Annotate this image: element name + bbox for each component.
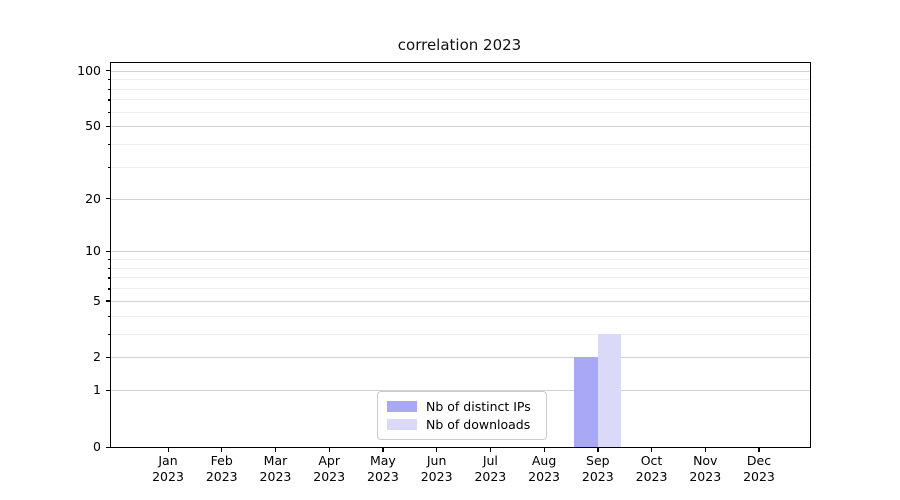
x-tick-label: Jan 2023 bbox=[152, 453, 184, 484]
y-tick-mark bbox=[106, 356, 111, 359]
x-tick-mark bbox=[436, 447, 438, 452]
y-minor-tick-mark bbox=[108, 167, 111, 169]
y-minor-tick-mark bbox=[108, 288, 111, 290]
y-gridline-minor bbox=[111, 99, 810, 101]
y-tick-label: 0 bbox=[93, 439, 101, 454]
y-tick-mark bbox=[106, 125, 111, 128]
y-tick-label: 20 bbox=[85, 190, 101, 206]
y-minor-tick-mark bbox=[108, 99, 111, 101]
y-gridline-minor bbox=[111, 277, 810, 279]
y-gridline-minor bbox=[111, 259, 810, 261]
y-gridline-minor bbox=[111, 267, 810, 269]
x-tick-mark bbox=[597, 447, 599, 452]
y-tick-mark bbox=[106, 198, 111, 200]
x-tick-label: Jul 2023 bbox=[474, 453, 507, 484]
x-tick-mark bbox=[328, 447, 330, 452]
x-tick-mark bbox=[382, 447, 384, 452]
y-tick-mark bbox=[106, 446, 111, 448]
y-gridline bbox=[111, 126, 810, 128]
y-tick-mark bbox=[106, 70, 111, 72]
y-minor-tick-mark bbox=[108, 79, 111, 81]
y-gridline-minor bbox=[111, 315, 810, 317]
y-tick-label: 1 bbox=[93, 382, 101, 398]
legend-label-downloads: Nb of downloads bbox=[426, 417, 531, 432]
x-tick-label: Aug 2023 bbox=[528, 453, 560, 484]
y-gridline bbox=[111, 198, 810, 200]
x-tick-label: Jun 2023 bbox=[420, 453, 453, 484]
x-tick-mark bbox=[651, 447, 653, 452]
chart-title: correlation 2023 bbox=[397, 36, 522, 54]
y-tick-mark bbox=[106, 300, 111, 302]
x-tick-label: Oct 2023 bbox=[635, 453, 668, 484]
y-gridline bbox=[111, 251, 810, 253]
y-tick-label: 2 bbox=[93, 349, 101, 365]
x-tick-label: Nov 2023 bbox=[689, 453, 722, 484]
y-tick-mark bbox=[106, 250, 111, 253]
y-minor-tick-mark bbox=[108, 315, 111, 317]
x-tick-mark bbox=[704, 447, 706, 452]
x-tick-mark bbox=[489, 447, 492, 452]
x-tick-label: Sep 2023 bbox=[581, 453, 614, 484]
y-gridline-minor bbox=[111, 144, 810, 146]
bar-nb-of-distinct-ips bbox=[574, 357, 598, 447]
y-minor-tick-mark bbox=[108, 267, 111, 270]
y-gridline-minor bbox=[111, 88, 810, 90]
x-tick-label: Feb 2023 bbox=[205, 453, 238, 484]
legend-item: Nb of downloads bbox=[387, 416, 537, 433]
plot-area: 0 1 2 5 10 20 50 100 Jan 2023 Feb 2023 Mar 2023 Apr 202… bbox=[77, 62, 811, 484]
legend-label-distinct-ips: Nb of distinct IPs bbox=[426, 399, 531, 414]
x-tick-mark bbox=[543, 447, 545, 452]
y-tick-mark bbox=[106, 389, 111, 392]
y-tick-label: 50 bbox=[85, 118, 101, 134]
legend-swatch-downloads bbox=[387, 419, 417, 430]
y-minor-tick-mark bbox=[108, 333, 111, 336]
y-minor-tick-mark bbox=[108, 277, 111, 279]
legend-swatch-distinct-ips bbox=[387, 401, 417, 412]
x-tick-label: Dec 2023 bbox=[743, 453, 775, 484]
y-minor-tick-mark bbox=[108, 88, 111, 90]
y-gridline bbox=[111, 357, 810, 359]
y-gridline-minor bbox=[111, 167, 810, 168]
y-minor-tick-mark bbox=[108, 111, 111, 113]
x-tick-mark bbox=[274, 447, 277, 452]
y-gridline bbox=[111, 300, 810, 302]
y-gridline-minor bbox=[111, 111, 810, 113]
y-gridline-minor bbox=[111, 333, 810, 335]
x-tick-label: Mar 2023 bbox=[259, 453, 292, 484]
y-minor-tick-mark bbox=[108, 259, 111, 261]
y-gridline bbox=[111, 390, 810, 392]
y-gridline-minor bbox=[111, 288, 810, 290]
y-minor-tick-mark bbox=[108, 144, 111, 146]
x-tick-mark bbox=[758, 447, 760, 452]
y-gridline bbox=[111, 70, 810, 72]
y-gridline-minor bbox=[111, 79, 810, 81]
y-tick-label: 10 bbox=[85, 243, 101, 259]
x-tick-mark bbox=[167, 447, 169, 452]
x-tick-label: May 2023 bbox=[367, 453, 399, 484]
y-tick-label: 100 bbox=[77, 62, 101, 78]
y-tick-label: 5 bbox=[93, 292, 101, 308]
legend: Nb of distinct IPs Nb of downloads bbox=[377, 391, 547, 440]
legend-item: Nb of distinct IPs bbox=[387, 398, 537, 415]
x-tick-mark bbox=[221, 447, 223, 452]
bar-nb-of-downloads bbox=[597, 333, 622, 447]
x-tick-label: Apr 2023 bbox=[313, 453, 346, 484]
